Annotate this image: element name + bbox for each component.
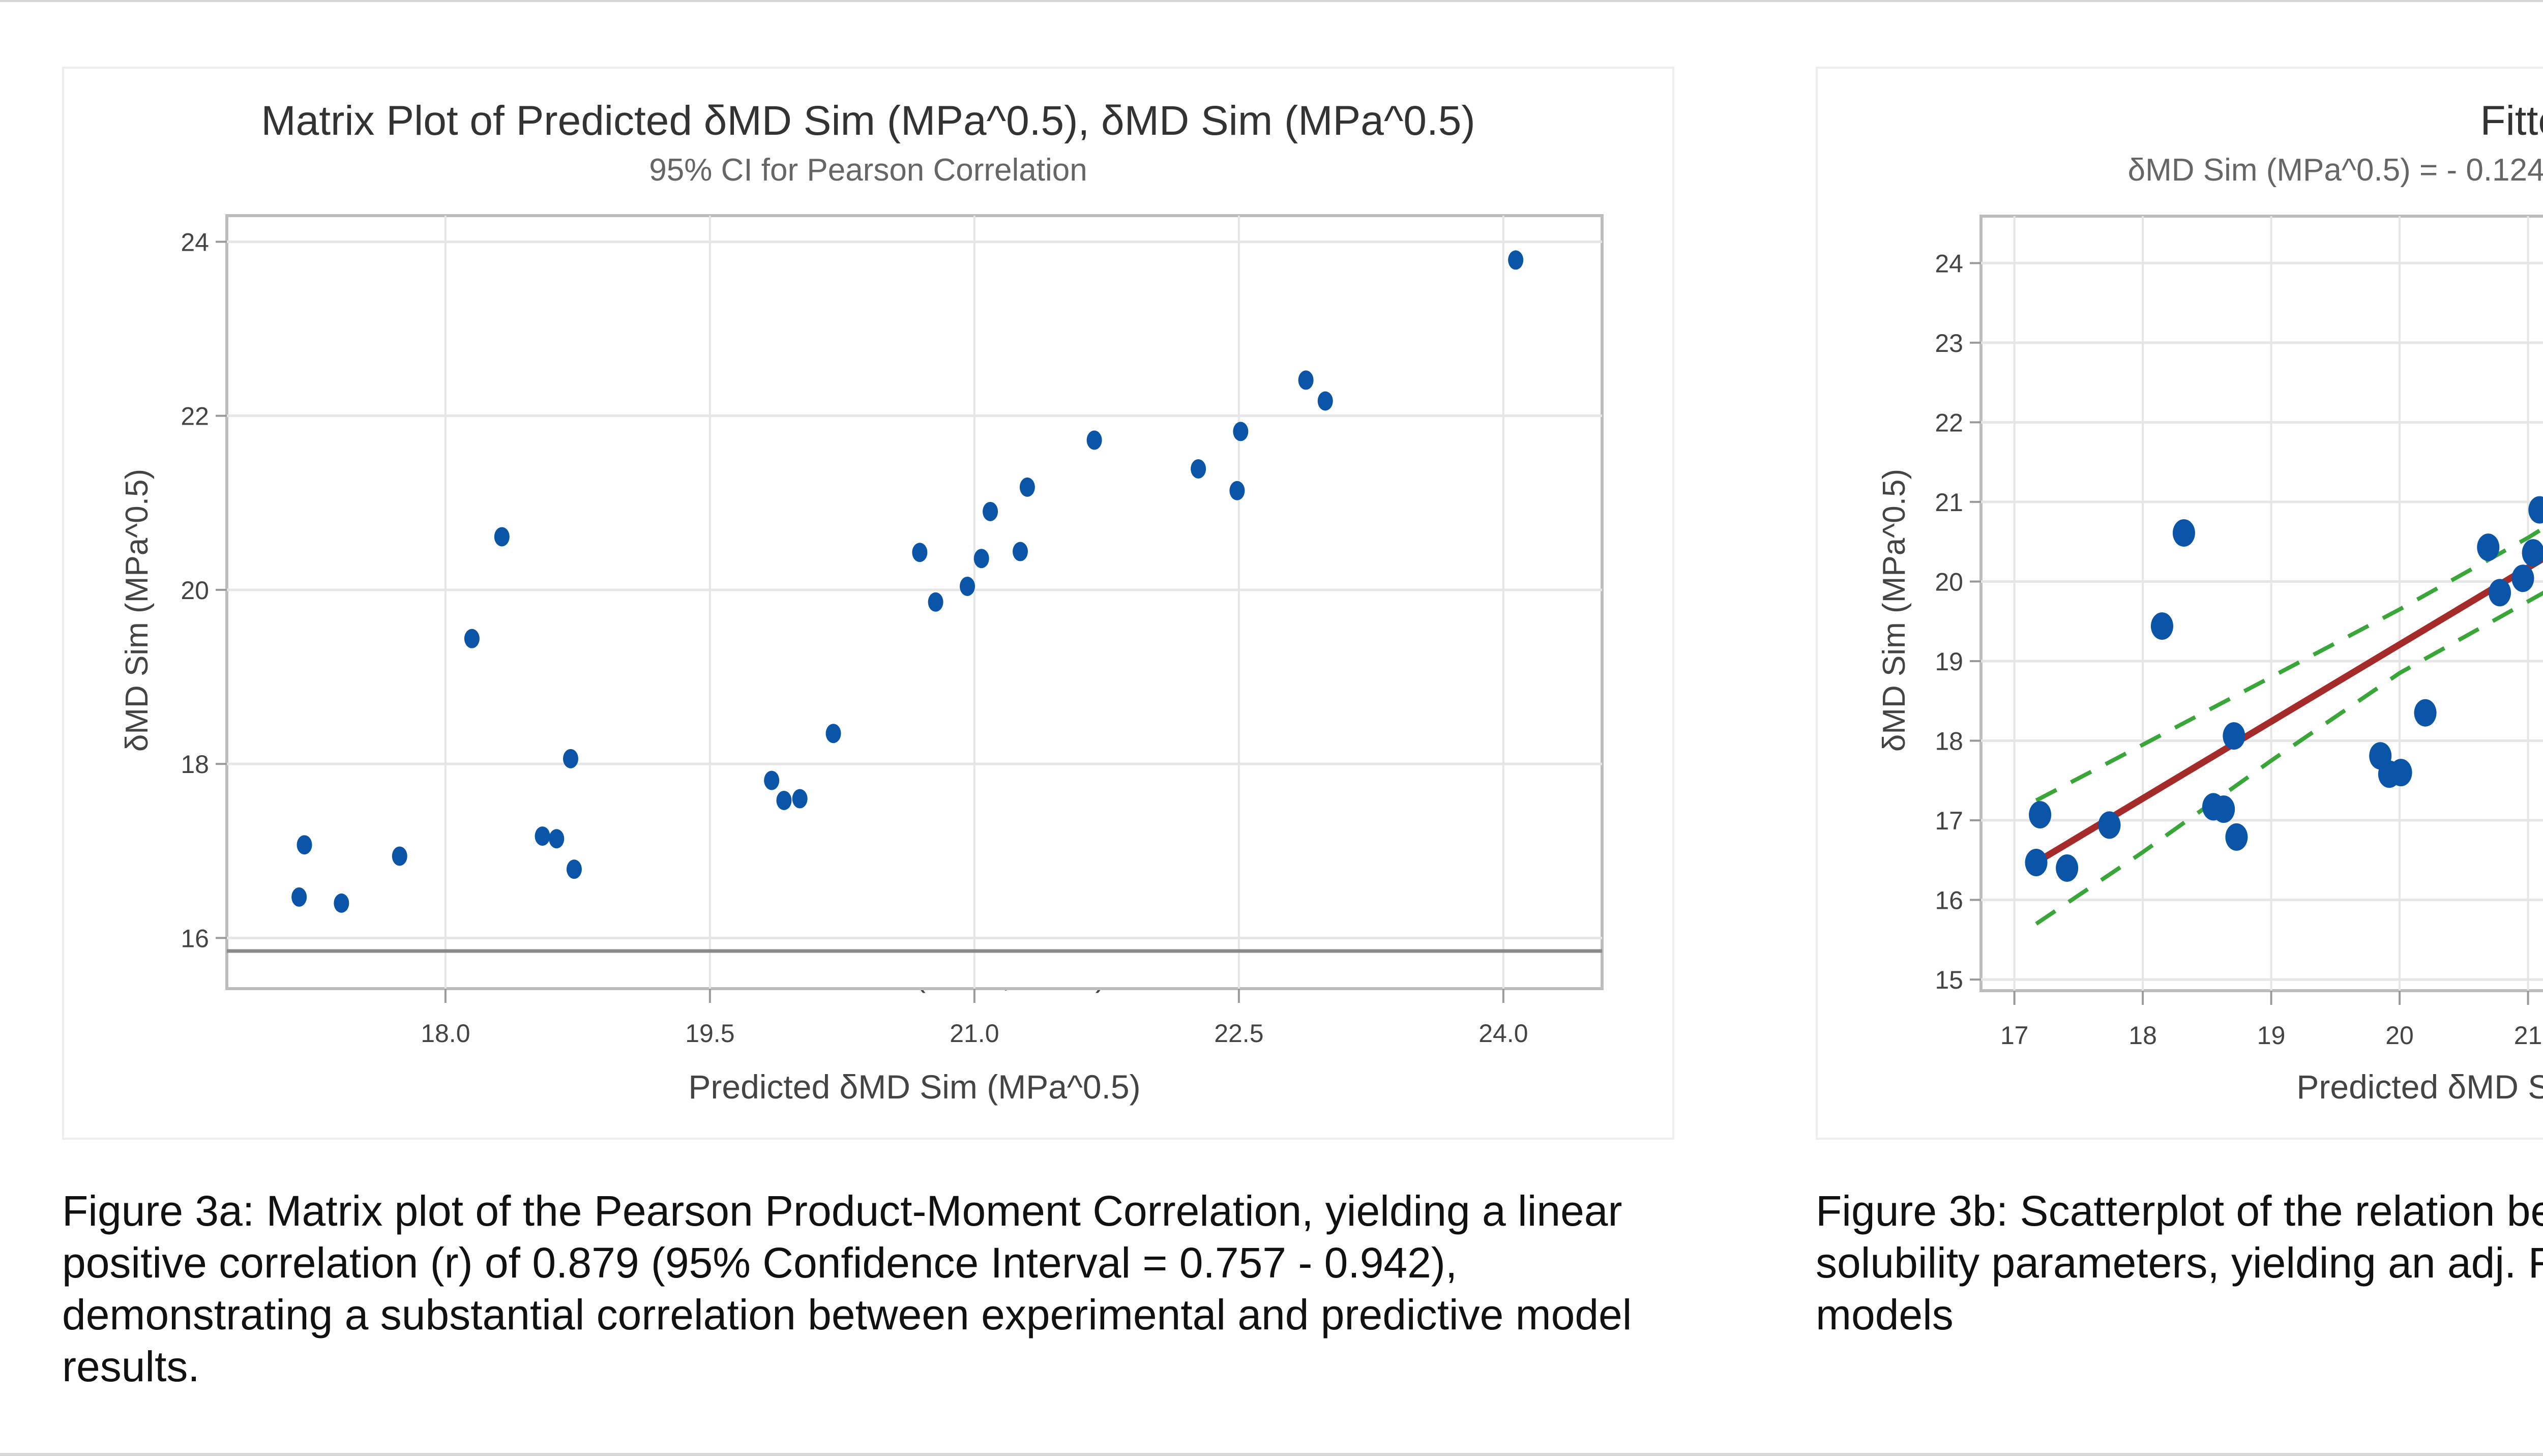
x-tick-label: 21.0 <box>950 1019 999 1048</box>
data-point <box>983 501 998 521</box>
y-tick-label: 16 <box>1935 886 1963 915</box>
x-tick-label: 22.5 <box>1214 1019 1263 1048</box>
y-tick-label: 16 <box>181 924 209 953</box>
x-tick-label: 18 <box>2128 1021 2157 1050</box>
ci-lower-line <box>2035 590 2543 926</box>
data-point <box>928 592 943 612</box>
y-tick-label: 15 <box>1935 966 1963 994</box>
caption-b-text-end: of 76.5% (0.765), substantial for predic… <box>1816 1291 1954 1339</box>
y-tick-label: 19 <box>1935 647 1963 676</box>
x-tick-label: 19 <box>2257 1021 2286 1050</box>
chart-b-plot: 17181920212223242515161718192021222324 <box>1935 215 2543 1050</box>
x-tick-label: 19.5 <box>685 1019 734 1048</box>
data-point <box>2511 564 2534 592</box>
data-point <box>297 835 312 855</box>
data-point <box>960 576 975 596</box>
data-point <box>549 829 565 849</box>
data-point <box>2098 811 2121 839</box>
data-point <box>2477 533 2500 561</box>
y-tick-label: 21 <box>1935 488 1963 517</box>
data-point <box>334 893 349 913</box>
x-tick-label: 24.0 <box>1479 1019 1528 1048</box>
data-point <box>2150 612 2173 640</box>
data-point <box>2056 854 2079 882</box>
regression-line <box>2033 554 2543 866</box>
data-point <box>392 846 407 866</box>
chart-a-xlabel: Predicted δMD Sim (MPa^0.5) <box>688 1068 1140 1106</box>
chart-b-xlabel: Predicted δMD Sim (MPa^0.5) <box>2296 1068 2543 1106</box>
data-point <box>291 887 307 907</box>
data-point <box>1317 391 1333 411</box>
data-point <box>1019 477 1035 497</box>
data-point <box>2489 579 2511 607</box>
data-point <box>2223 722 2245 750</box>
chart-a-plot: 18.0 19.5 21.0 22.5 24.0 16 18 20 22 24 <box>181 214 1604 1048</box>
plot-frame <box>225 214 1604 990</box>
data-point <box>1298 370 1314 390</box>
data-point <box>776 790 792 810</box>
chart-a-subtitle: 95% CI for Pearson Correlation <box>649 153 1087 188</box>
y-tick-label: 24 <box>181 228 209 256</box>
data-point <box>2172 519 2195 547</box>
data-point <box>494 527 510 547</box>
x-tick-label: 20 <box>2385 1021 2414 1050</box>
data-point <box>2212 795 2235 823</box>
y-tick-label: 20 <box>181 576 209 605</box>
data-point <box>1233 422 1249 441</box>
y-tick-label: 23 <box>1935 329 1963 358</box>
data-point <box>973 549 989 569</box>
chart-a-title: Matrix Plot of Predicted δMD Sim (MPa^0.… <box>261 98 1475 144</box>
data-point <box>1086 430 1102 450</box>
data-point <box>1013 542 1028 561</box>
ci-upper-line <box>2035 526 2543 803</box>
y-tick-label: 17 <box>1935 807 1963 835</box>
x-tick-label: 18.0 <box>421 1019 470 1048</box>
data-point <box>792 789 808 809</box>
x-tick-label: 21 <box>2514 1021 2542 1050</box>
y-tick-label: 24 <box>1935 249 1963 278</box>
data-point <box>825 724 841 744</box>
data-point <box>2389 759 2412 787</box>
y-tick-label: 22 <box>1935 408 1963 437</box>
y-tick-label: 22 <box>181 402 209 431</box>
data-point <box>566 859 582 879</box>
data-point <box>1508 250 1524 270</box>
caption-b-text: Figure 3b: Scatterplot of the relation b… <box>1816 1187 2543 1287</box>
bottom-divider <box>0 1453 2543 1456</box>
y-tick-label: 18 <box>1935 727 1963 756</box>
x-tick-label: 17 <box>2000 1021 2029 1050</box>
data-point <box>563 749 578 768</box>
data-point <box>2522 539 2543 567</box>
data-point <box>1229 481 1245 500</box>
chart-b-title: Fitted Line Plot <box>2480 98 2543 144</box>
data-point <box>535 826 550 846</box>
data-point <box>764 770 780 790</box>
data-point <box>2414 699 2437 727</box>
chart-a-ylabel: δMD Sim (MPa^0.5) <box>120 469 155 752</box>
data-point <box>912 543 928 562</box>
chart-b-ylabel: δMD Sim (MPa^0.5) <box>1877 469 1912 752</box>
figure-3b-caption: Figure 3b: Scatterplot of the relation b… <box>1816 1185 2543 1341</box>
chart-b-subtitle: δMD Sim (MPa^0.5) = - 0.124 + 0.9666 Pre… <box>2128 153 2543 188</box>
data-point <box>464 629 480 648</box>
y-tick-label: 20 <box>1935 568 1963 596</box>
top-divider <box>0 0 2543 2</box>
data-point <box>2029 801 2052 829</box>
data-point <box>2528 496 2543 524</box>
y-tick-label: 18 <box>181 750 209 779</box>
data-point <box>2025 848 2048 876</box>
figure-3a-caption: Figure 3a: Matrix plot of the Pearson Pr… <box>62 1187 1632 1390</box>
data-point <box>2225 823 2248 851</box>
data-point <box>1191 459 1206 479</box>
